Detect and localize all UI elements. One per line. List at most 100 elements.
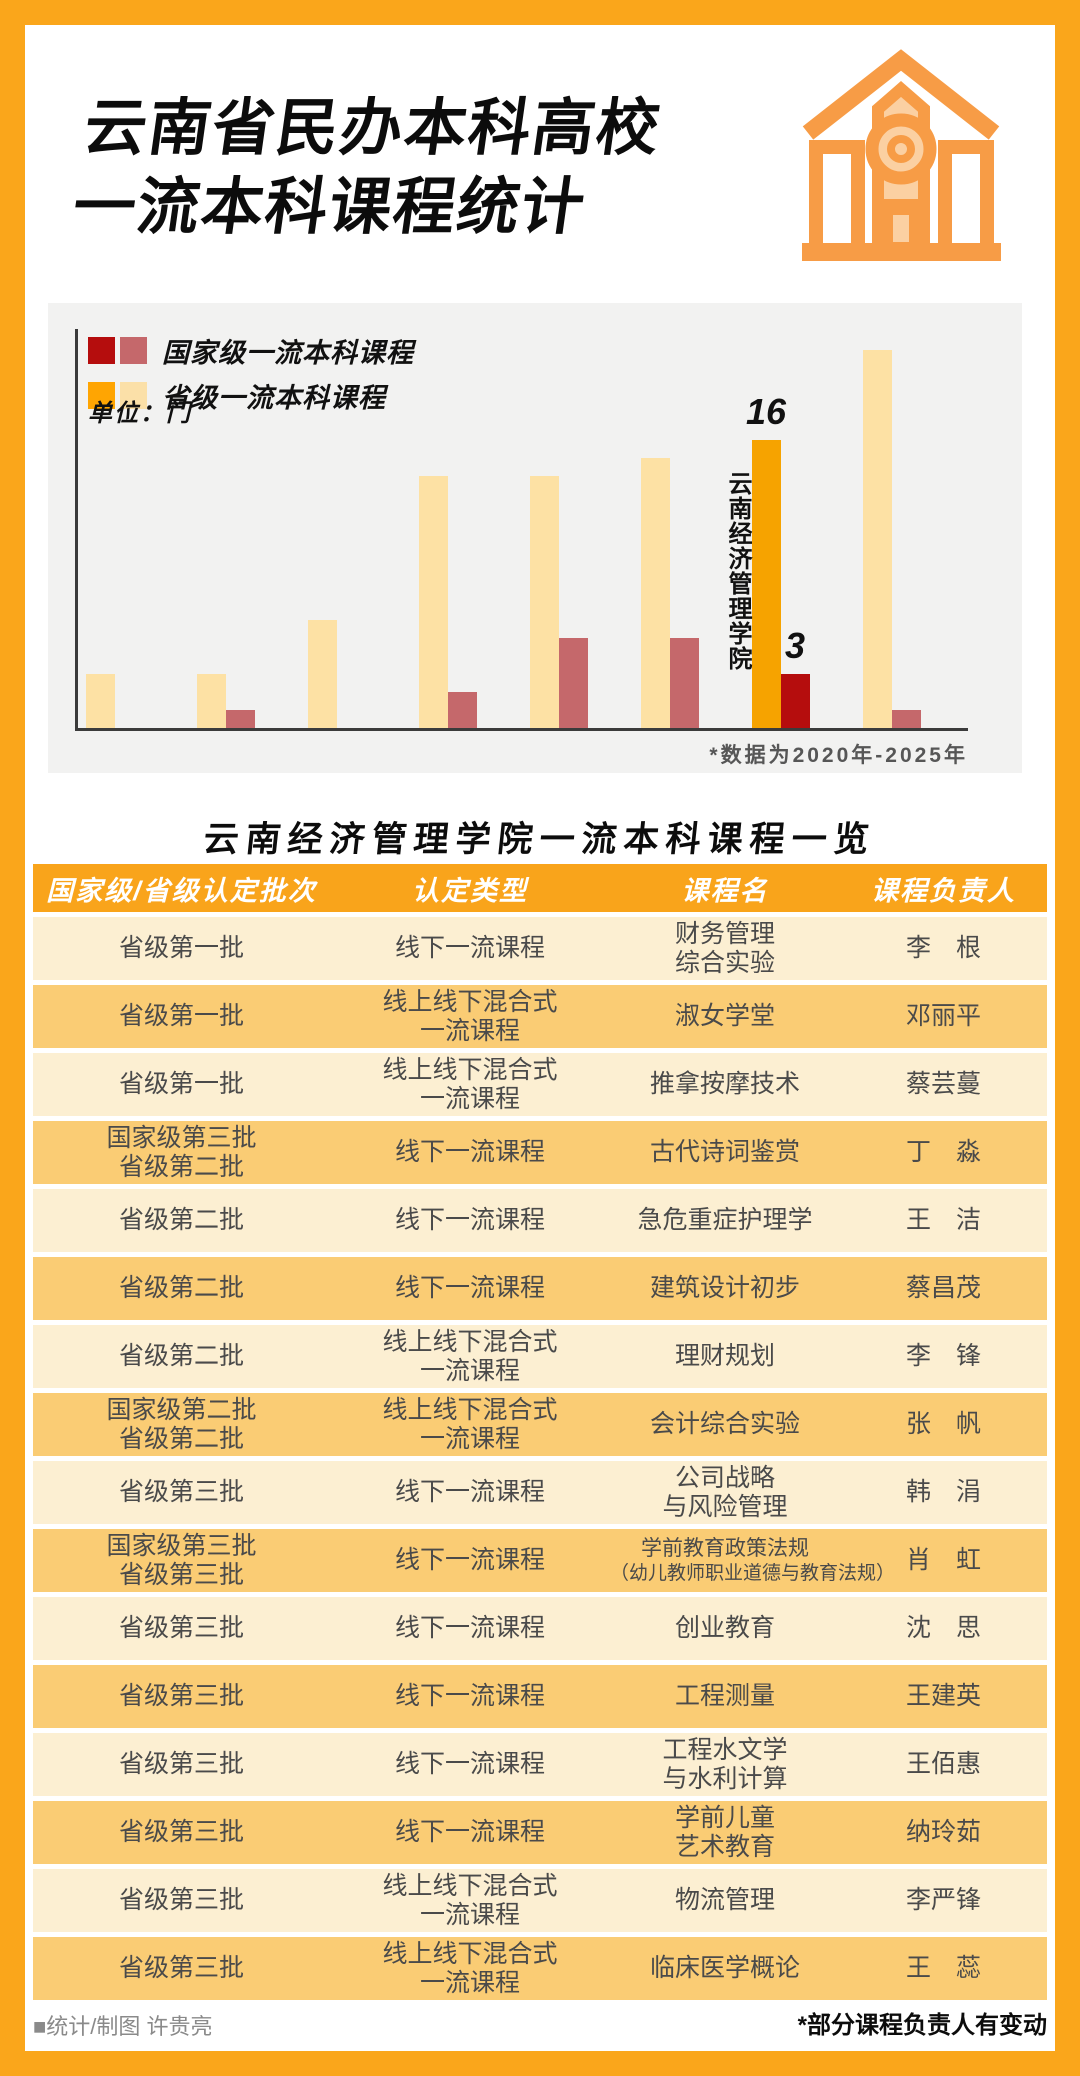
course-table-body: 省级第一批 线下一流课程 财务管理 综合实验李 根省级第一批 线上线下混合式 一流课程 淑女… bbox=[33, 917, 1047, 2000]
course-cell: 公司战略 与风险管理 bbox=[609, 1461, 841, 1524]
type-cell: 线下一流课程 bbox=[330, 1597, 610, 1660]
person-cell: 韩 涓 bbox=[840, 1461, 1047, 1524]
course-cell: 会计综合实验 bbox=[609, 1393, 841, 1456]
x-axis-line bbox=[75, 728, 968, 731]
type-cell: 线上线下混合式 一流课程 bbox=[330, 1869, 610, 1932]
type-cell: 线上线下混合式 一流课程 bbox=[330, 1393, 610, 1456]
chart-legend: 国家级一流本科课程 省级一流本科课程 bbox=[88, 331, 414, 415]
table-row: 国家级第二批 省级第二批 线上线下混合式 一流课程 会计综合实验张 帆 bbox=[33, 1393, 1047, 1456]
page-title-line1: 云南省民办本科高校 bbox=[79, 94, 666, 163]
course-cell: 建筑设计初步 bbox=[609, 1257, 841, 1320]
course-cell: 淑女学堂 bbox=[609, 985, 841, 1048]
table-row: 省级第三批 线下一流课程 工程测量 王建英 bbox=[33, 1665, 1047, 1728]
column-header: 国家级/省级认定批次 bbox=[33, 864, 331, 912]
batch-cell: 省级第三批 bbox=[33, 1937, 331, 2000]
table-row: 省级第三批 线上线下混合式 一流课程 物流管理 李严锋 bbox=[33, 1869, 1047, 1932]
bar-province bbox=[197, 674, 226, 728]
person-cell: 李严锋 bbox=[840, 1869, 1047, 1932]
batch-cell: 省级第三批 bbox=[33, 1733, 331, 1796]
person-cell: 蔡芸蔓 bbox=[840, 1053, 1047, 1116]
table-row: 省级第三批 线下一流课程 创业教育沈 思 bbox=[33, 1597, 1047, 1660]
bar-national bbox=[670, 638, 699, 728]
course-cell: 急危重症护理学 bbox=[609, 1189, 841, 1252]
type-cell: 线上线下混合式 一流课程 bbox=[330, 1053, 610, 1116]
y-axis-line bbox=[75, 329, 78, 731]
page-title: 云南省民办本科高校 一流本科课程统计 bbox=[68, 89, 666, 247]
legend-item-national: 国家级一流本科课程 bbox=[88, 331, 414, 370]
table-row: 省级第一批 线上线下混合式 一流课程 淑女学堂 邓丽平 bbox=[33, 985, 1047, 1048]
batch-cell: 国家级第二批 省级第二批 bbox=[33, 1393, 331, 1456]
person-cell: 王佰惠 bbox=[840, 1733, 1047, 1796]
legend-label-national: 国家级一流本科课程 bbox=[162, 338, 414, 368]
bar-national bbox=[892, 710, 921, 728]
course-cell: 学前儿童 艺术教育 bbox=[609, 1801, 841, 1864]
person-cell: 丁 淼 bbox=[840, 1121, 1047, 1184]
table-row: 省级第一批 线上线下混合式 一流课程 推拿按摩技术 蔡芸蔓 bbox=[33, 1053, 1047, 1116]
bar-province bbox=[863, 350, 892, 728]
type-cell: 线下一流课程 bbox=[330, 1461, 610, 1524]
batch-cell: 省级第一批 bbox=[33, 985, 331, 1048]
type-cell: 线上线下混合式 一流课程 bbox=[330, 1325, 610, 1388]
table-row: 省级第一批 线下一流课程 财务管理 综合实验李 根 bbox=[33, 917, 1047, 980]
batch-cell: 省级第三批 bbox=[33, 1461, 331, 1524]
type-cell: 线下一流课程 bbox=[330, 1529, 610, 1592]
highlight-province-value: 16 bbox=[745, 391, 787, 432]
table-row: 国家级第三批 省级第三批 线下一流课程 学前教育政策法规 （幼儿教师职业道德与教育法规）… bbox=[33, 1529, 1047, 1592]
batch-cell: 省级第三批 bbox=[33, 1801, 331, 1864]
highlight-national-value: 3 bbox=[784, 625, 806, 666]
table-row: 省级第三批 线下一流课程 工程水文学 与水利计算 王佰惠 bbox=[33, 1733, 1047, 1796]
column-header: 认定类型 bbox=[330, 864, 610, 912]
course-cell: 学前教育政策法规 （幼儿教师职业道德与教育法规） bbox=[609, 1529, 895, 1592]
person-cell: 张 帆 bbox=[840, 1393, 1047, 1456]
person-cell: 王 洁 bbox=[840, 1189, 1047, 1252]
type-cell: 线下一流课程 bbox=[330, 1801, 610, 1864]
person-cell: 李 锋 bbox=[840, 1325, 1047, 1388]
batch-cell: 省级第三批 bbox=[33, 1665, 331, 1728]
batch-cell: 省级第三批 bbox=[33, 1869, 331, 1932]
table-row: 省级第二批 线下一流课程 急危重症护理学王 洁 bbox=[33, 1189, 1047, 1252]
bar-province-highlight bbox=[752, 440, 781, 728]
course-cell: 财务管理 综合实验 bbox=[609, 917, 841, 980]
table-row: 国家级第三批 省级第二批 线下一流课程 古代诗词鉴赏丁 淼 bbox=[33, 1121, 1047, 1184]
type-cell: 线下一流课程 bbox=[330, 1665, 610, 1728]
national-light-swatch-icon bbox=[120, 337, 147, 364]
bar-province bbox=[419, 476, 448, 728]
school-building-icon bbox=[798, 47, 1005, 261]
chart-note: *数据为2020年-2025年 bbox=[709, 744, 968, 767]
bar-province bbox=[530, 476, 559, 728]
course-cell: 工程水文学 与水利计算 bbox=[609, 1733, 841, 1796]
bar-national bbox=[226, 710, 255, 728]
person-cell: 蔡昌茂 bbox=[840, 1257, 1047, 1320]
type-cell: 线下一流课程 bbox=[330, 1121, 610, 1184]
legend-label-province: 省级一流本科课程 bbox=[162, 383, 386, 413]
course-cell: 工程测量 bbox=[609, 1665, 841, 1728]
table-row: 省级第三批 线下一流课程 公司战略 与风险管理韩 涓 bbox=[33, 1461, 1047, 1524]
person-cell: 纳玲茹 bbox=[840, 1801, 1047, 1864]
bar-province bbox=[308, 620, 337, 728]
person-cell: 肖 虹 bbox=[840, 1529, 1047, 1592]
type-cell: 线下一流课程 bbox=[330, 1189, 610, 1252]
course-table: 国家级/省级认定批次 认定类型 课程名 课程负责人 省级第一批 线下一流课程 财务管理 综合… bbox=[33, 859, 1047, 2005]
national-dark-swatch-icon bbox=[88, 337, 115, 364]
table-row: 省级第三批 线上线下混合式 一流课程 临床医学概论王 蕊 bbox=[33, 1937, 1047, 2000]
bar-national bbox=[448, 692, 477, 728]
type-cell: 线下一流课程 bbox=[330, 1733, 610, 1796]
bar-national-highlight bbox=[781, 674, 810, 728]
batch-cell: 国家级第三批 省级第三批 bbox=[33, 1529, 331, 1592]
legend-item-province: 省级一流本科课程 bbox=[88, 376, 414, 415]
chart-panel: 国家级一流本科课程 省级一流本科课程 单位：门 16 3 云南经济管理学院 *数… bbox=[48, 303, 1022, 773]
chart-bars bbox=[48, 303, 1022, 773]
page-title-line2: 一流本科课程统计 bbox=[68, 173, 591, 242]
person-cell: 王 蕊 bbox=[840, 1937, 1047, 2000]
column-header: 课程负责人 bbox=[840, 864, 1047, 912]
batch-cell: 省级第三批 bbox=[33, 1597, 331, 1660]
table-row: 省级第二批 线上线下混合式 一流课程 理财规划李 锋 bbox=[33, 1325, 1047, 1388]
course-cell: 古代诗词鉴赏 bbox=[609, 1121, 841, 1184]
course-cell: 物流管理 bbox=[609, 1869, 841, 1932]
province-light-swatch-icon bbox=[120, 382, 147, 409]
table-row: 省级第三批 线下一流课程 学前儿童 艺术教育 纳玲茹 bbox=[33, 1801, 1047, 1864]
bar-national bbox=[559, 638, 588, 728]
table-row: 省级第二批 线下一流课程 建筑设计初步 蔡昌茂 bbox=[33, 1257, 1047, 1320]
province-dark-swatch-icon bbox=[88, 382, 115, 409]
bar-province bbox=[86, 674, 115, 728]
